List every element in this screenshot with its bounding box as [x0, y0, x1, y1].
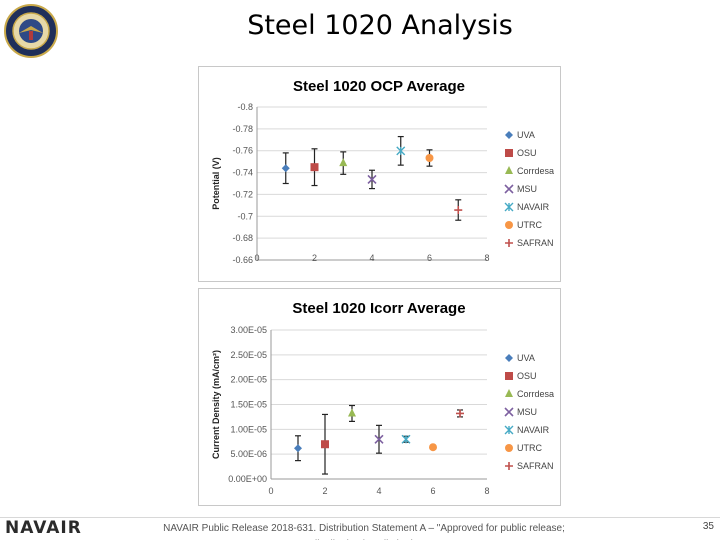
- legend-marker-corrdesa: [505, 389, 513, 397]
- y-tick-label: 1.50E-05: [230, 400, 267, 410]
- footer-brand: NAVAIR: [5, 518, 82, 538]
- data-point-uva: [294, 444, 302, 453]
- y-tick-label: 5.00E-06: [230, 449, 267, 459]
- icorr-chart: Steel 1020 Icorr Average 3.00E-05 2.50E-05…: [211, 300, 554, 496]
- series-utrc: [425, 149, 434, 167]
- data-point-utrc: [429, 443, 437, 452]
- y-tick-label: -0.72: [232, 189, 253, 199]
- x-tick-label: 8: [484, 486, 489, 496]
- legend-label-osu: OSU: [517, 148, 537, 158]
- legend-label-utrc: UTRC: [517, 220, 542, 230]
- y-tick-label: 3.00E-05: [230, 325, 267, 335]
- legend-marker-msu: [504, 407, 514, 417]
- y-axis-label: Potential (V): [211, 157, 221, 210]
- legend-label-osu: OSU: [517, 371, 537, 381]
- series-utrc: [429, 443, 437, 452]
- chart-title: Steel 1020 OCP Average: [293, 78, 465, 95]
- y-tick-label: 2.50E-05: [230, 350, 267, 360]
- legend-marker-osu: [505, 372, 513, 380]
- data-point-safran: [454, 206, 463, 215]
- data-point-uva: [281, 164, 290, 173]
- icorr-chart-panel: Steel 1020 Icorr Average 3.00E-05 2.50E-05…: [198, 288, 561, 506]
- y-tick-label: -0.66: [232, 255, 253, 265]
- y-tick-label: -0.8: [237, 102, 253, 112]
- legend-marker-msu: [504, 184, 514, 194]
- footer-divider: [0, 517, 720, 518]
- legend-marker-uva: [505, 354, 513, 362]
- y-tick-label: -0.76: [232, 146, 253, 156]
- legend-marker-safran: [505, 462, 513, 470]
- y-tick-label: 2.00E-05: [230, 375, 267, 385]
- slide-number: 35: [702, 521, 714, 532]
- legend-label-corrdesa: Corrdesa: [517, 389, 554, 399]
- series-corrdesa: [339, 151, 348, 175]
- data-point-navair: [401, 434, 411, 444]
- legend-label-uva: UVA: [517, 353, 535, 363]
- x-tick-label: 6: [427, 253, 432, 263]
- legend-label-msu: MSU: [517, 407, 537, 417]
- series-safran: [456, 409, 464, 418]
- series-navair: [396, 135, 406, 166]
- legend-label-safran: SAFRAN: [517, 238, 554, 248]
- legend-label-navair: NAVAIR: [517, 425, 550, 435]
- footer-distribution-text: NAVAIR Public Release 2018-631. Distribu…: [163, 523, 565, 540]
- legend-marker-utrc: [505, 221, 513, 229]
- legend-marker-navair: [504, 425, 514, 435]
- y-tick-label: 0.00E+00: [228, 474, 267, 484]
- ocp-chart: Steel 1020 OCP Average-0.8-0.78-0.76-0.7…: [211, 78, 554, 265]
- data-point-msu: [367, 174, 377, 184]
- navy-seal-logo: [4, 4, 58, 58]
- slide-title: Steel 1020 Analysis: [247, 10, 513, 41]
- y-tick-label: -0.78: [232, 124, 253, 134]
- legend-marker-corrdesa: [505, 166, 513, 174]
- series-navair: [401, 434, 411, 444]
- legend-label-uva: UVA: [517, 130, 535, 140]
- legend-label-safran: SAFRAN: [517, 461, 554, 471]
- chart-title: Steel 1020 Icorr Average: [292, 300, 465, 317]
- series-uva: [281, 152, 290, 185]
- series-uva: [294, 435, 302, 462]
- legend-marker-safran: [505, 239, 513, 247]
- data-point-utrc: [425, 154, 434, 162]
- legend-marker-utrc: [505, 444, 513, 452]
- x-tick-label: 0: [268, 486, 273, 496]
- data-point-msu: [374, 434, 384, 444]
- series-msu: [367, 169, 377, 190]
- x-tick-label: 4: [376, 486, 381, 496]
- x-tick-label: 4: [369, 253, 374, 263]
- series-osu: [321, 413, 329, 475]
- series-safran: [454, 199, 463, 221]
- legend-marker-uva: [505, 131, 513, 139]
- x-tick-label: 2: [312, 253, 317, 263]
- legend-label-corrdesa: Corrdesa: [517, 166, 554, 176]
- x-tick-label: 0: [254, 253, 259, 263]
- data-point-safran: [456, 409, 464, 418]
- legend-label-navair: NAVAIR: [517, 202, 550, 212]
- data-point-osu: [321, 440, 329, 449]
- legend-label-msu: MSU: [517, 184, 537, 194]
- y-axis-label: Current Density (mA/cm²): [211, 350, 221, 459]
- x-tick-label: 2: [322, 486, 327, 496]
- y-tick-label: 1.00E-05: [230, 424, 267, 434]
- series-msu: [374, 424, 384, 454]
- legend-marker-navair: [504, 202, 514, 212]
- ocp-chart-panel: Steel 1020 OCP Average -0.8 -0.78 -0.76 -0.7…: [198, 66, 561, 282]
- y-tick-label: -0.74: [232, 168, 253, 178]
- legend-marker-osu: [505, 149, 513, 157]
- data-point-corrdesa: [339, 158, 348, 167]
- y-tick-label: -0.7: [237, 211, 253, 221]
- data-point-osu: [310, 163, 319, 172]
- legend-label-utrc: UTRC: [517, 443, 542, 453]
- data-point-corrdesa: [348, 408, 356, 417]
- x-tick-label: 6: [430, 486, 435, 496]
- series-osu: [310, 148, 319, 187]
- x-tick-label: 8: [484, 253, 489, 263]
- y-tick-label: -0.68: [232, 233, 253, 243]
- data-point-navair: [396, 146, 406, 156]
- series-corrdesa: [348, 404, 356, 422]
